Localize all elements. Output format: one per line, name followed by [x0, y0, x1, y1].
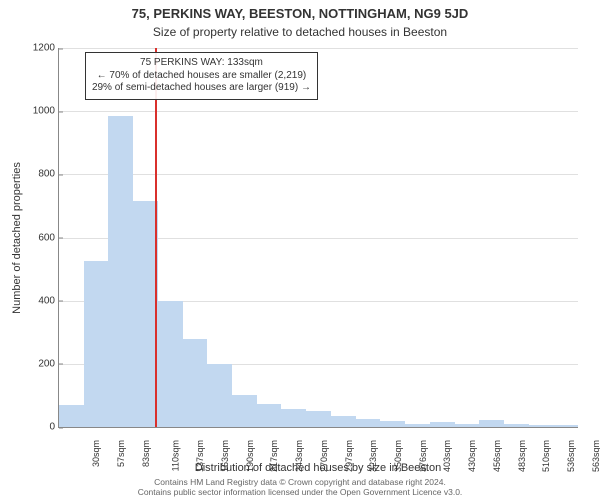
y-tick-label: 200 — [38, 358, 59, 369]
y-tick-label: 400 — [38, 295, 59, 306]
chart-title-sub: Size of property relative to detached ho… — [0, 21, 600, 39]
x-axis-label: Distribution of detached houses by size … — [58, 462, 578, 474]
y-tick-label: 600 — [38, 232, 59, 243]
y-axis-label: Number of detached properties — [10, 48, 24, 428]
bar — [59, 405, 84, 427]
bar — [158, 301, 183, 427]
y-tick-label: 800 — [38, 169, 59, 180]
chart-title-main: 75, PERKINS WAY, BEESTON, NOTTINGHAM, NG… — [0, 0, 600, 21]
marker-line — [155, 48, 157, 427]
bar — [380, 421, 405, 427]
bar — [232, 395, 257, 427]
bars-layer — [59, 48, 578, 427]
bar — [356, 419, 381, 427]
bar — [108, 116, 133, 427]
bar — [281, 409, 306, 427]
footer-attribution: Contains HM Land Registry data © Crown c… — [0, 478, 600, 498]
bar — [553, 425, 578, 427]
chart-container: 75, PERKINS WAY, BEESTON, NOTTINGHAM, NG… — [0, 0, 600, 500]
y-axis-label-text: Number of detached properties — [11, 162, 23, 314]
bar — [504, 424, 529, 427]
annotation-line2: ← 70% of detached houses are smaller (2,… — [92, 70, 311, 83]
bar — [455, 424, 480, 427]
y-tick-label: 0 — [49, 422, 59, 433]
bar — [479, 420, 504, 427]
y-tick-label: 1200 — [33, 43, 59, 54]
bar — [257, 404, 282, 427]
y-tick-label: 1000 — [33, 106, 59, 117]
bar — [84, 261, 109, 427]
annotation-line3: 29% of semi-detached houses are larger (… — [92, 82, 311, 95]
bar — [331, 416, 356, 427]
bar — [430, 422, 455, 427]
annotation-line1: 75 PERKINS WAY: 133sqm — [92, 57, 311, 70]
bar — [306, 411, 331, 427]
footer-line2: Contains public sector information licen… — [0, 488, 600, 498]
bar — [207, 364, 232, 427]
bar — [529, 425, 554, 427]
bar — [405, 424, 430, 427]
annotation-box: 75 PERKINS WAY: 133sqm ← 70% of detached… — [85, 52, 318, 100]
x-tick-label: 563sqm — [591, 440, 600, 472]
bar — [183, 339, 208, 427]
plot-area: 30sqm57sqm83sqm110sqm137sqm163sqm190sqm2… — [58, 48, 578, 428]
